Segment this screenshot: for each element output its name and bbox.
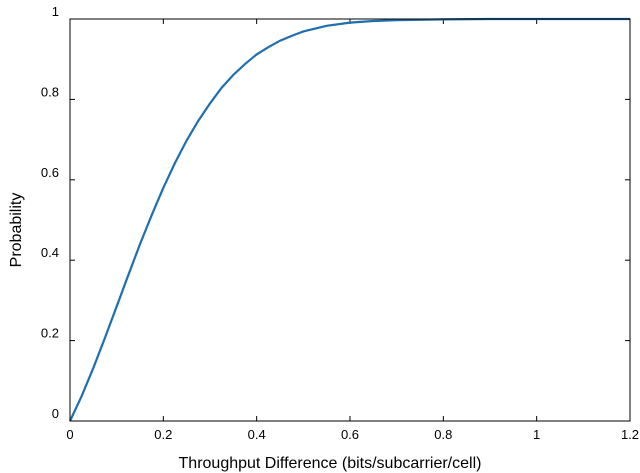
- y-tick-label: 0.4: [41, 245, 59, 260]
- x-tick-label: 0.8: [434, 427, 452, 442]
- ticks-layer: [69, 18, 631, 422]
- y-tick-label: 0.8: [41, 84, 59, 99]
- series-line: [69, 17, 630, 422]
- tick-labels-layer: 0 0.2 0.4 0.6 0.8 1 1.2 0 0.2 0.4 0.6 0.8 1: [41, 4, 639, 442]
- x-axis-title: Throughput Difference (bits/subcarrier/c…: [179, 455, 482, 472]
- y-axis-title: Probability: [8, 193, 25, 268]
- x-tick-label: 0.6: [341, 427, 359, 442]
- y-tick-label: 1: [52, 4, 59, 19]
- x-tick-label: 0.2: [154, 427, 172, 442]
- y-tick-label: 0.2: [41, 326, 59, 341]
- x-tick-label: 1.2: [621, 427, 639, 442]
- x-tick-label: 0: [66, 427, 73, 442]
- plot-frame: [69, 18, 631, 422]
- x-tick-label: 1: [533, 427, 540, 442]
- x-tick-label: 0.4: [248, 427, 266, 442]
- y-tick-label: 0: [52, 406, 59, 421]
- y-tick-label: 0.6: [41, 165, 59, 180]
